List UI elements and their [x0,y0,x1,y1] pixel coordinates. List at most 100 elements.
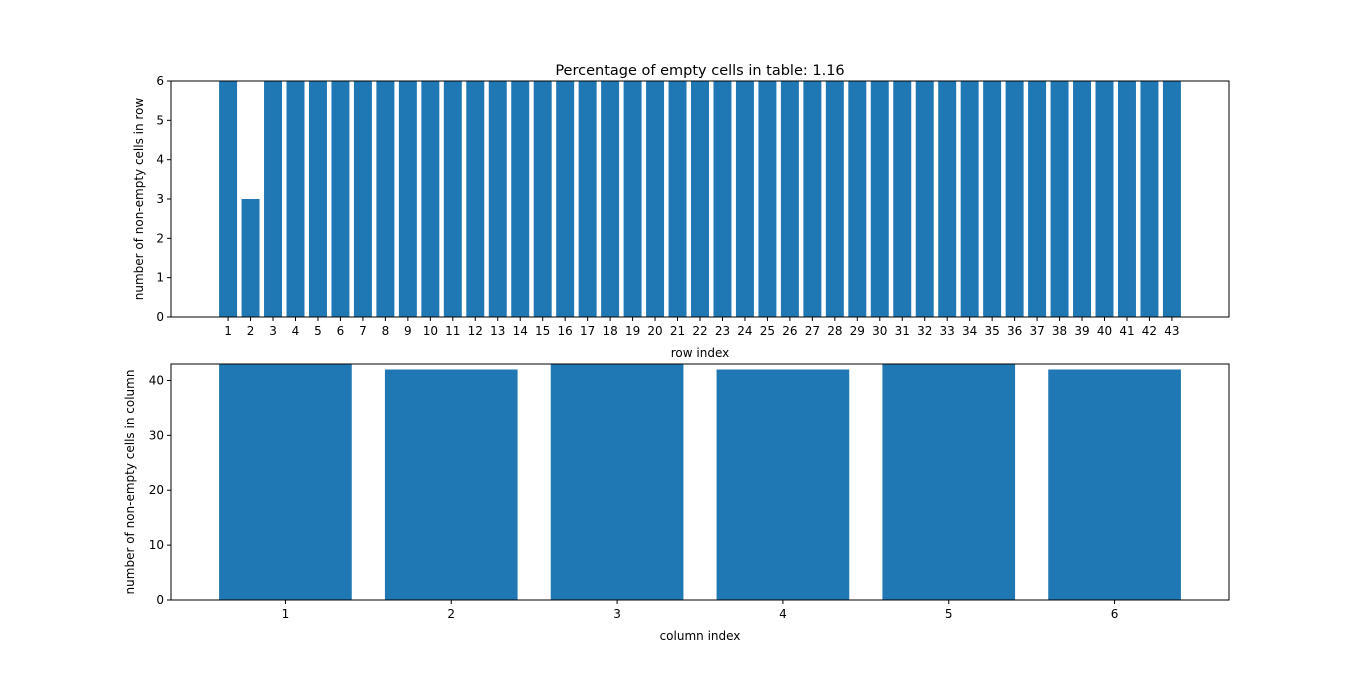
chart-title: Percentage of empty cells in table: 1.16 [555,63,844,79]
bar [550,364,684,600]
x-tick-label: 13 [490,324,505,338]
bar [443,81,462,317]
x-tick-label: 8 [382,324,390,338]
x-tick-label: 21 [670,324,685,338]
bar [848,81,867,317]
x-tick-label: 41 [1119,324,1134,338]
bar [691,81,709,317]
bar [716,369,850,600]
x-tick-label: 22 [692,324,707,338]
y-tick-label: 3 [156,192,164,206]
bar [870,81,889,317]
y-tick-label: 5 [156,113,164,127]
x-tick-label: 17 [580,324,595,338]
y-tick-label: 2 [156,231,164,245]
x-tick-label: 42 [1142,324,1157,338]
y-tick-label: 10 [149,538,164,552]
bar [241,199,260,317]
x-tick-label: 7 [359,324,367,338]
x-tick-label: 6 [337,324,345,338]
bar [533,81,552,317]
x-tick-label: 25 [760,324,775,338]
bar [331,81,350,317]
x-axis-label: column index [660,629,741,643]
bar [1028,81,1047,317]
x-tick-label: 19 [625,324,640,338]
bar [1050,81,1069,317]
bar [882,364,1016,600]
x-tick-label: 1 [282,607,290,621]
x-tick-label: 18 [602,324,617,338]
y-axis-label: number of non-empty cells in row [132,98,146,301]
x-tick-label: 28 [827,324,842,338]
x-tick-label: 3 [269,324,277,338]
bar [915,81,934,317]
bar [825,81,844,317]
x-axis-label: row index [671,346,729,360]
x-tick-label: 27 [805,324,820,338]
x-tick-label: 15 [535,324,550,338]
x-tick-label: 33 [940,324,955,338]
bar [780,81,799,317]
bar [893,81,912,317]
x-tick-label: 1 [224,324,232,338]
x-tick-label: 5 [945,607,953,621]
bar [488,81,507,317]
bar [803,81,822,317]
bar [466,81,485,317]
y-tick-label: 20 [149,483,164,497]
bar [376,81,395,317]
x-tick-label: 2 [447,607,455,621]
bar [556,81,575,317]
bar [421,81,440,317]
x-tick-label: 2 [247,324,255,338]
y-tick-label: 30 [149,428,164,442]
bar [960,81,979,317]
y-axis-label: number of non-empty cells in column [123,370,137,595]
bar [938,81,957,317]
bar [601,81,620,317]
x-tick-label: 26 [782,324,797,338]
bar [1162,81,1181,317]
x-tick-label: 12 [468,324,483,338]
y-tick-label: 1 [156,271,164,285]
y-tick-label: 0 [156,593,164,607]
x-tick-label: 43 [1164,324,1179,338]
bar [1005,81,1024,317]
x-tick-label: 31 [895,324,910,338]
x-tick-label: 10 [423,324,438,338]
axes-frame [170,363,1230,601]
bar [668,81,687,317]
chart-2: 1 2 3 4 5 6 0 10 20 30 40 column index number of non… [123,363,1230,643]
x-tick-label: 5 [314,324,322,338]
x-tick-label: 20 [647,324,662,338]
x-tick-label: 36 [1007,324,1022,338]
bar [1117,81,1136,317]
x-tick-label: 23 [715,324,730,338]
bar [384,369,518,600]
x-tick-label: 37 [1029,324,1044,338]
bar [1073,81,1092,317]
bar [511,81,530,317]
bar [646,81,665,317]
y-tick-label: 40 [149,373,164,387]
axes-frame [170,80,1230,318]
x-tick-label: 29 [850,324,865,338]
y-tick-label: 6 [156,74,164,88]
bar [353,81,372,317]
bar [735,81,754,317]
x-tick-label: 38 [1052,324,1067,338]
bar [398,81,417,317]
bar [1048,369,1181,600]
x-tick-label: 14 [513,324,528,338]
bar [308,81,327,317]
x-tick-label: 4 [292,324,300,338]
bar [758,81,777,317]
x-tick-label: 11 [445,324,460,338]
x-tick-label: 3 [613,607,621,621]
x-tick-label: 34 [962,324,977,338]
x-tick-label: 16 [558,324,573,338]
bar [264,81,283,317]
x-tick-label: 9 [404,324,412,338]
